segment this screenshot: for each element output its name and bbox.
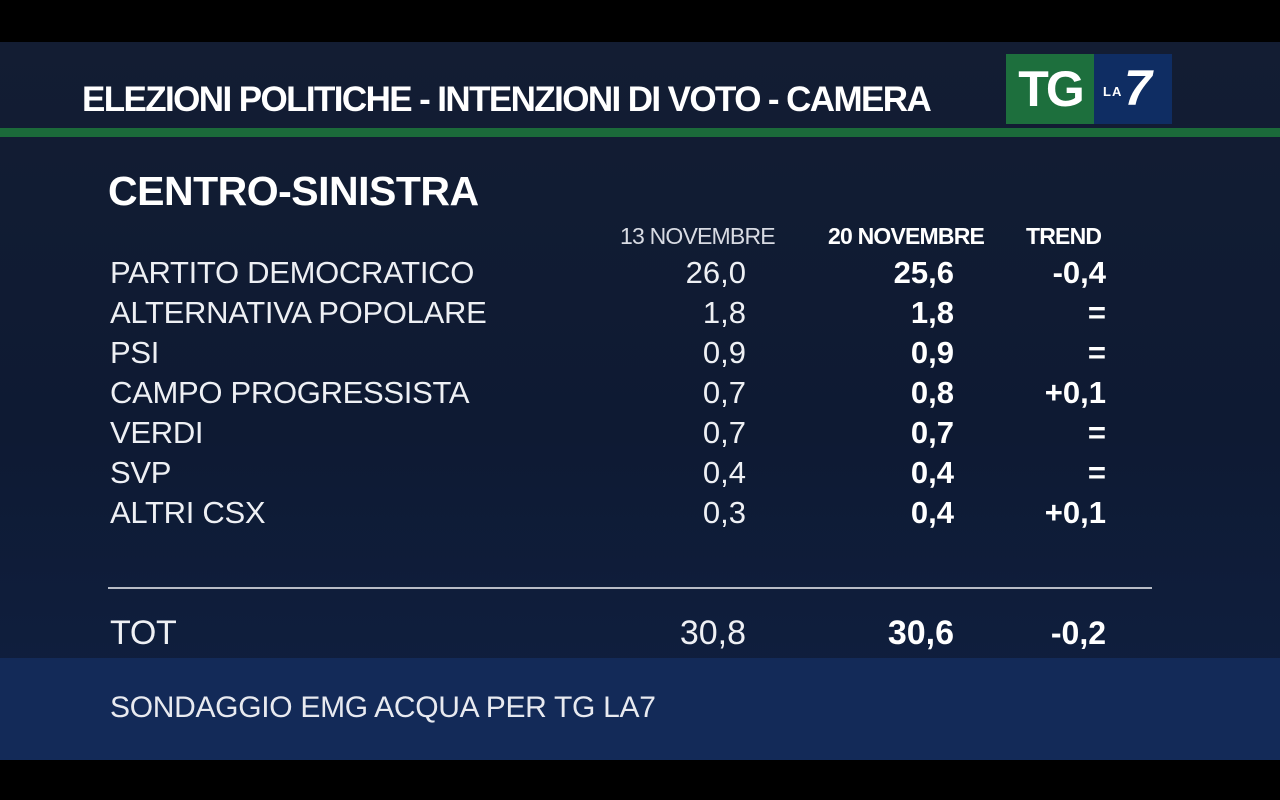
table-row: ALTERNATIVA POPOLARE 1,8 1,8 = xyxy=(0,293,1280,333)
broadcast-screen xyxy=(0,42,1280,760)
party-name: VERDI xyxy=(110,415,204,450)
column-header-trend: TREND xyxy=(1026,223,1102,249)
party-name: SVP xyxy=(110,455,172,490)
trend-value: +0,1 xyxy=(1044,375,1106,410)
value-20-novembre: 0,4 xyxy=(910,495,954,530)
table-row: PARTITO DEMOCRATICO 26,0 25,6 -0,4 xyxy=(0,253,1280,293)
trend-value: -0,4 xyxy=(1052,255,1106,290)
total-20-novembre: 30,6 xyxy=(887,614,954,652)
value-13-novembre: 0,7 xyxy=(702,375,746,410)
header-rule xyxy=(0,128,1280,137)
value-20-novembre: 0,7 xyxy=(910,415,954,450)
trend-value: = xyxy=(1087,295,1106,330)
total-label: TOT xyxy=(110,614,177,652)
trend-value: = xyxy=(1087,415,1106,450)
logo-seven: 7 xyxy=(1124,60,1152,116)
value-13-novembre: 0,7 xyxy=(702,415,746,450)
value-20-novembre: 25,6 xyxy=(893,255,954,290)
value-20-novembre: 0,9 xyxy=(910,335,954,370)
header-title: ELEZIONI POLITICHE - INTENZIONI DI VOTO … xyxy=(82,80,932,119)
column-header-13-novembre: 13 NOVEMBRE xyxy=(620,223,776,249)
value-20-novembre: 1,8 xyxy=(910,295,954,330)
section-title: CENTRO-SINISTRA xyxy=(108,168,479,214)
logo-la: LA xyxy=(1103,84,1123,99)
logo-la7-box: LA 7 xyxy=(1094,54,1172,124)
trend-value: = xyxy=(1087,335,1106,370)
trend-value: +0,1 xyxy=(1044,495,1106,530)
value-13-novembre: 26,0 xyxy=(685,255,746,290)
value-13-novembre: 0,9 xyxy=(702,335,746,370)
value-13-novembre: 0,3 xyxy=(702,495,746,530)
footer-band xyxy=(0,658,1280,760)
table-row: VERDI 0,7 0,7 = xyxy=(0,413,1280,453)
party-table: PARTITO DEMOCRATICO 26,0 25,6 -0,4 ALTER… xyxy=(0,253,1280,533)
table-row: ALTRI CSX 0,3 0,4 +0,1 xyxy=(0,493,1280,533)
total-13-novembre: 30,8 xyxy=(679,614,746,652)
total-divider xyxy=(108,587,1152,589)
party-name: PSI xyxy=(110,335,160,370)
table-row: CAMPO PROGRESSISTA 0,7 0,8 +0,1 xyxy=(0,373,1280,413)
table-row: PSI 0,9 0,9 = xyxy=(0,333,1280,373)
total-row: TOT 30,8 30,6 -0,2 xyxy=(0,611,1280,655)
party-name: ALTERNATIVA POPOLARE xyxy=(110,295,487,330)
party-name: PARTITO DEMOCRATICO xyxy=(110,255,475,290)
total-trend: -0,2 xyxy=(1050,615,1106,651)
value-13-novembre: 1,8 xyxy=(702,295,746,330)
logo-tg: TG xyxy=(1006,54,1094,124)
party-name: CAMPO PROGRESSISTA xyxy=(110,375,470,410)
column-header-20-novembre: 20 NOVEMBRE xyxy=(828,223,985,249)
table-row: SVP 0,4 0,4 = xyxy=(0,453,1280,493)
trend-value: = xyxy=(1087,455,1106,490)
party-name: ALTRI CSX xyxy=(110,495,266,530)
value-20-novembre: 0,4 xyxy=(910,455,954,490)
poll-source: SONDAGGIO EMG ACQUA PER TG LA7 xyxy=(110,691,656,724)
value-20-novembre: 0,8 xyxy=(910,375,954,410)
value-13-novembre: 0,4 xyxy=(702,455,746,490)
tg-la7-logo: TG LA 7 xyxy=(1006,54,1172,124)
